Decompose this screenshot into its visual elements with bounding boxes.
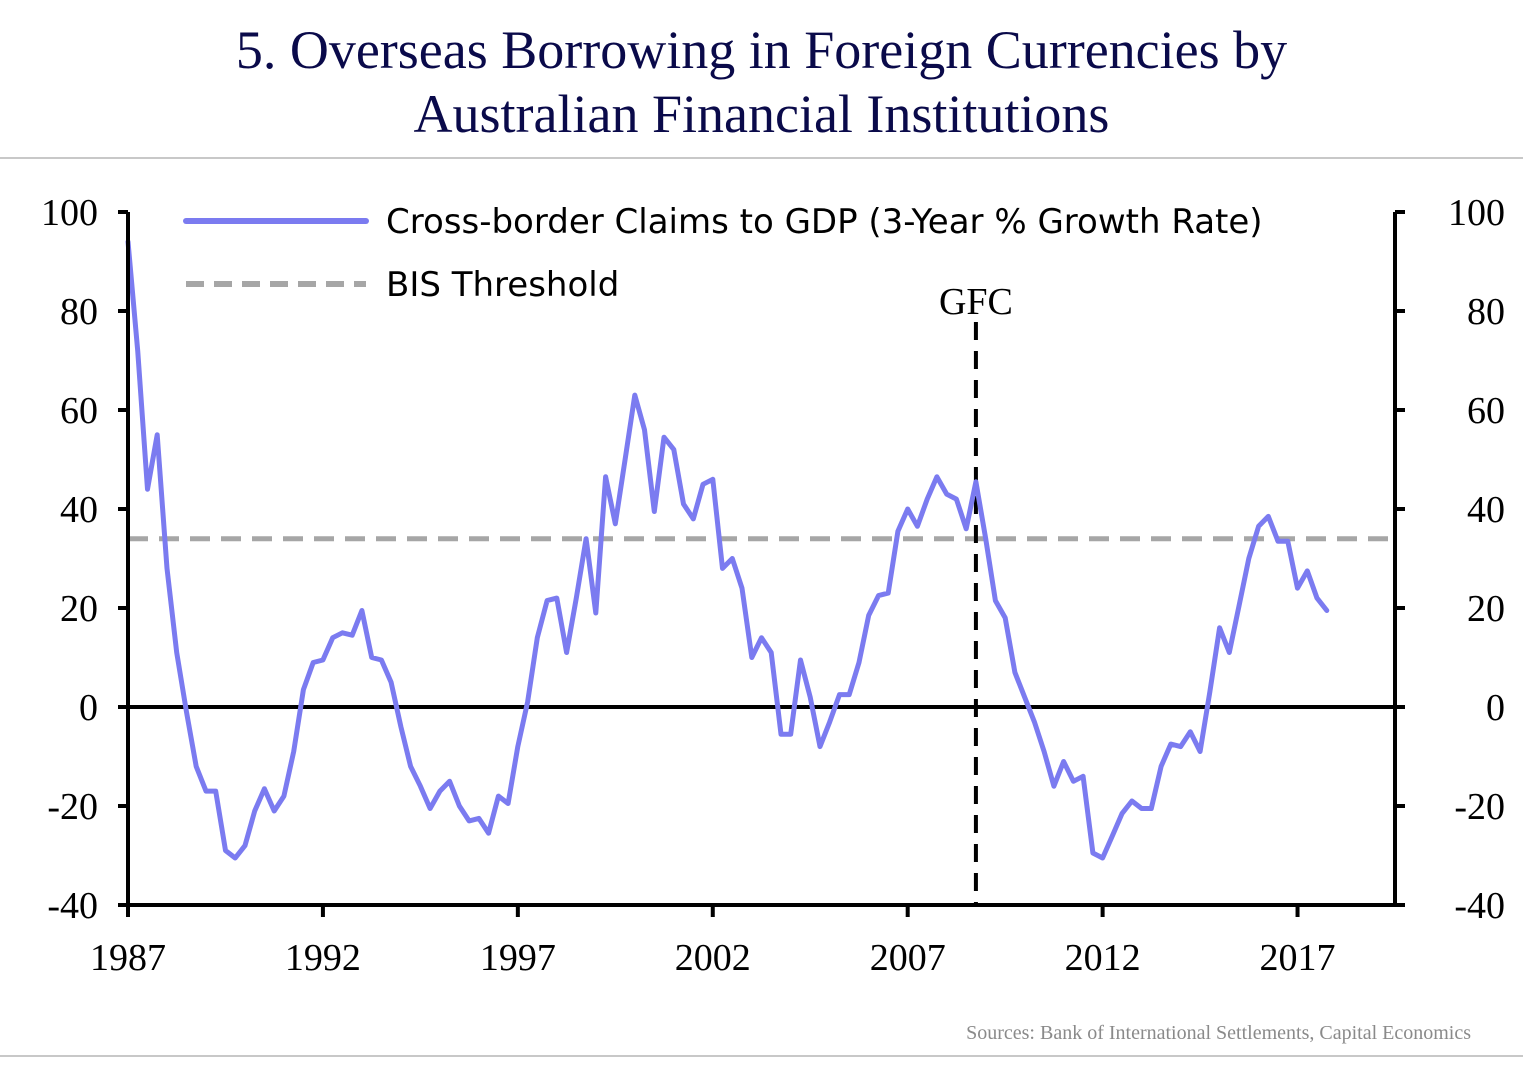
y-tick-label-right: 80 <box>1467 291 1505 333</box>
chart-title: 5. Overseas Borrowing in Foreign Currenc… <box>0 18 1523 146</box>
x-tick-label: 1997 <box>480 937 556 979</box>
legend-label-series: Cross-border Claims to GDP (3-Year % Gro… <box>386 202 1263 242</box>
y-tick-label-right: -20 <box>1454 786 1505 828</box>
y-tick-label-right: 40 <box>1467 489 1505 531</box>
y-tick-label-right: 0 <box>1486 687 1505 729</box>
x-tick-label: 2002 <box>675 937 751 979</box>
footer-divider <box>0 1055 1523 1057</box>
gfc-label: GFC <box>939 281 1013 323</box>
y-tick-label-left: 20 <box>60 588 98 630</box>
x-tick-label: 2012 <box>1065 937 1141 979</box>
y-tick-label-left: 80 <box>60 291 98 333</box>
y-tick-label-right: -40 <box>1454 885 1505 927</box>
legend-label-threshold: BIS Threshold <box>386 265 619 305</box>
x-tick-label: 2017 <box>1260 937 1336 979</box>
y-tick-label-left: -20 <box>47 786 98 828</box>
y-tick-label-left: 40 <box>60 489 98 531</box>
y-tick-label-right: 100 <box>1448 192 1505 234</box>
x-tick-label: 1987 <box>90 937 166 979</box>
title-divider <box>0 157 1523 159</box>
x-tick-label: 2007 <box>870 937 946 979</box>
y-tick-label-left: 100 <box>41 192 98 234</box>
source-note: Sources: Bank of International Settlemen… <box>966 1022 1471 1044</box>
y-tick-label-left: -40 <box>47 885 98 927</box>
y-tick-label-right: 20 <box>1467 588 1505 630</box>
y-tick-label-left: 0 <box>79 687 98 729</box>
x-tick-label: 1992 <box>285 937 361 979</box>
series-line-cross-border-claims <box>125 239 1330 861</box>
y-tick-label-right: 60 <box>1467 390 1505 432</box>
chart-title-line-2: Australian Financial Institutions <box>413 84 1110 144</box>
y-tick-label-left: 60 <box>60 390 98 432</box>
chart-title-line-1: 5. Overseas Borrowing in Foreign Currenc… <box>235 20 1288 80</box>
